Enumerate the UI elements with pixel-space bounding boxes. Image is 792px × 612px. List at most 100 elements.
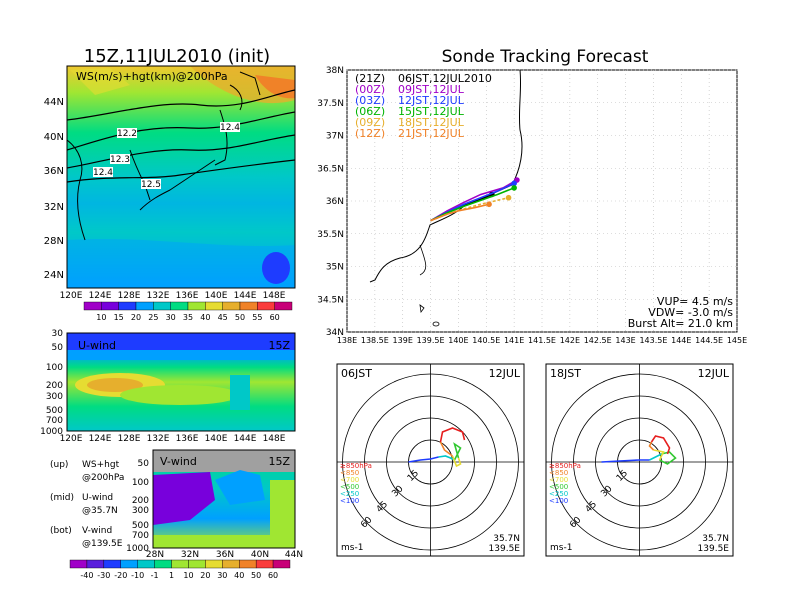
ws-map-panel: 12.2 12.4 12.3 12.4 12.5 WS(m/s)+hgt(km)… <box>44 65 296 301</box>
vup-text: VUP= 4.5 m/s <box>657 295 733 308</box>
hodograph-trace <box>601 459 650 463</box>
colorbar-swatch <box>154 559 172 569</box>
track-lon-tick: 138E <box>337 336 357 345</box>
track-legend-tag: (12Z) <box>355 127 385 140</box>
hodograph-time: 06JST <box>341 367 372 380</box>
vwind-y-tick: 200 <box>132 496 149 506</box>
hodograph-date: 12JUL <box>489 367 521 380</box>
colorbar-swatch <box>239 301 258 311</box>
colorbar-swatch <box>239 559 257 569</box>
colorbar-swatch <box>205 559 223 569</box>
hodograph-units: ms-1 <box>550 543 572 553</box>
uwind-y-tick: 200 <box>46 381 63 391</box>
note-tag: (bot) <box>50 526 72 536</box>
hodograph-ring <box>573 395 706 529</box>
right-title: Sonde Tracking Forecast <box>442 47 649 67</box>
burst-text: Burst Alt= 21.0 km <box>628 317 733 330</box>
hodograph-ring <box>364 395 497 529</box>
hodograph-time: 18JST <box>550 367 581 380</box>
vwind-time: 15Z <box>268 455 290 468</box>
colorbar-tick: 30 <box>217 571 227 580</box>
uwind-y-tick: 300 <box>46 392 63 402</box>
hodograph-trace <box>653 449 665 461</box>
hodograph-ring <box>595 417 684 507</box>
track-legend-time: 15JST,12JUL <box>398 105 465 118</box>
colorbar-tick: 1 <box>169 571 174 580</box>
track-legend-tag: (00Z) <box>355 83 385 96</box>
colorbar-swatch <box>205 301 223 311</box>
colorbar-swatch <box>171 559 189 569</box>
track-lon-tick: 140.5E <box>472 336 500 345</box>
hodograph-trace <box>649 453 662 461</box>
track-lon-tick: 143.5E <box>639 336 667 345</box>
hodograph-trace <box>439 441 453 457</box>
colorbar-tick: 20 <box>200 571 210 580</box>
hodograph-lon: 139.5E <box>698 544 730 554</box>
contour-label: 12.4 <box>220 123 240 133</box>
hodograph-trace <box>439 427 466 443</box>
vwind-y-tick: 100 <box>132 478 149 488</box>
colorbar-tick: 10 <box>96 313 106 322</box>
hodograph-level-label: <100 <box>340 497 359 505</box>
hodograph-units: ms-1 <box>341 543 363 553</box>
track-panel: 38N 37.5N 37N 36.5N 36N 35.5N 35N 34.5N 34N 138E… <box>317 66 747 345</box>
colorbar-swatch <box>135 301 154 311</box>
lon-tick-label: 128E <box>118 291 141 301</box>
hodograph-trace <box>659 451 677 465</box>
colorbar-tick: 50 <box>251 571 261 580</box>
note-line2: @200hPa <box>82 473 124 483</box>
track-legend-time: 06JST,12JUL2010 <box>398 72 492 85</box>
hodograph-ring <box>342 373 519 551</box>
uwind-y-tick: 1000 <box>40 427 63 437</box>
hodograph-ring <box>386 417 475 507</box>
lat-tick-label: 36N <box>44 166 64 177</box>
hodograph-lon: 139.5E <box>489 544 521 554</box>
track-lat-tick: 37.5N <box>317 99 344 109</box>
track-lat-tick: 36.5N <box>317 164 344 174</box>
hodograph-date: 12JUL <box>698 367 730 380</box>
hodograph-trace <box>408 456 439 463</box>
track-lat-tick: 34.5N <box>317 295 344 305</box>
colorbar-swatch <box>69 559 88 569</box>
lon-tick-label: 132E <box>147 291 170 301</box>
hodograph-lat: 35.7N <box>702 534 729 544</box>
track-legend-tag: (09Z) <box>355 116 385 129</box>
note-line2: @35.7N <box>82 506 118 516</box>
uwind-x-tick: 144E <box>234 434 257 444</box>
colorbar-tick: 10 <box>183 571 193 580</box>
track-lon-tick: 141E <box>504 336 524 345</box>
track-lon-tick: 138.5E <box>361 336 389 345</box>
track-lon-tick: 139E <box>393 336 413 345</box>
colorbar-tick: -10 <box>131 571 144 580</box>
track-lon-tick: 142E <box>560 336 580 345</box>
track-lat-tick: 37N <box>326 132 344 142</box>
track-lon-tick: 144E <box>671 336 691 345</box>
lon-tick-label: 124E <box>89 291 112 301</box>
lon-tick-label: 136E <box>176 291 199 301</box>
colorbar-tick: 35 <box>183 313 193 322</box>
note-tag: (mid) <box>50 493 74 503</box>
lon-tick-label: 120E <box>60 291 83 301</box>
hodograph-level-label: <850 <box>340 469 359 477</box>
colorbar-tick: 30 <box>166 313 176 322</box>
hodograph-level-label: <700 <box>549 476 568 484</box>
colorbar-tick: -30 <box>97 571 110 580</box>
colorbar-tick: 15 <box>114 313 124 322</box>
vwind-x-tick: 44N <box>285 550 303 560</box>
track-legend-tag: (21Z) <box>355 72 385 85</box>
ws-panel-label: WS(m/s)+hgt(km)@200hPa <box>76 70 228 83</box>
uwind-x-tick: 132E <box>147 434 170 444</box>
vwind-x-tick: 36N <box>216 550 234 560</box>
uwind-y-tick: 500 <box>46 406 63 416</box>
track-legend-tag: (06Z) <box>355 105 385 118</box>
track-endpoint <box>505 194 512 201</box>
hodograph-level-label: ≥850hPa <box>549 462 581 470</box>
colorbar-swatch <box>83 301 102 311</box>
track-legend-tag: (03Z) <box>355 94 385 107</box>
track-lat-tick: 36N <box>326 197 344 207</box>
uwind-y-tick: 50 <box>52 343 64 353</box>
